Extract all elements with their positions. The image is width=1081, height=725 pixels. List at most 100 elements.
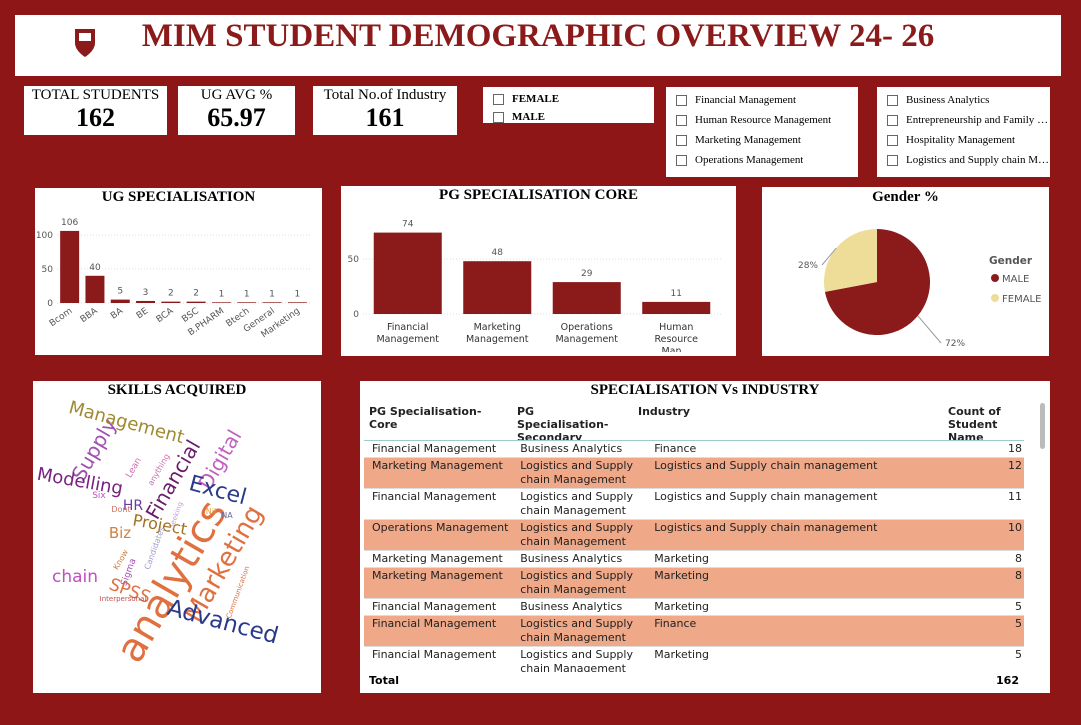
checkbox [887, 114, 898, 126]
checkbox [676, 114, 687, 126]
x-tick-label-box: Human Resource Man… [654, 322, 699, 352]
table-row: Marketing Management Logistics and Supply… [364, 567, 1024, 599]
kpi-label: Total No.of Industry [323, 87, 447, 103]
scrollbar[interactable] [1040, 403, 1045, 449]
table-cell: Business Analytics [520, 600, 623, 613]
skill-word: Nil [206, 507, 216, 516]
table-cell: 5 [1015, 600, 1022, 613]
slicer-label: MALE [512, 111, 545, 123]
y-tick-label: 0 [47, 299, 53, 309]
slicer-label: Operations Management [695, 154, 804, 166]
legend-title: Gender [989, 255, 1033, 267]
checkbox [676, 154, 687, 166]
slicer-label: Marketing Management [695, 134, 801, 146]
table-cell: 5 [1015, 617, 1022, 630]
bar [463, 261, 532, 314]
column-header: Count of Student Name [948, 405, 1001, 441]
slicer-item[interactable]: Financial Management [676, 90, 858, 110]
checkbox [493, 93, 504, 105]
data-label: 29 [581, 269, 593, 279]
x-tick-label: Marketing Management [465, 322, 529, 345]
slicer-item[interactable]: Hospitality Management [887, 130, 1050, 150]
data-label: 40 [89, 263, 101, 273]
checkbox [676, 134, 687, 146]
ug-chart: UG SPECIALISATION 0 50 100 106 Bcom 40 BBA 5 BA 3… [35, 188, 322, 355]
table-row: Marketing Management Business Analytics Ma… [364, 550, 1024, 568]
slicer-item[interactable]: Business Analytics [887, 90, 1050, 110]
bar [110, 299, 130, 303]
kpi-value: 161 [365, 103, 405, 132]
table-row: Financial Management Logistics and Supply… [364, 615, 1024, 647]
bar [211, 302, 231, 303]
x-tick-label: Bcom [48, 306, 75, 329]
chart-title: UG SPECIALISATION [101, 189, 256, 205]
legend-swatch [991, 274, 999, 282]
skill-word: Advanced [165, 595, 281, 650]
table-cell: Logistics and Supply chain management [654, 459, 878, 472]
table-cell: 5 [1015, 648, 1022, 661]
table-cell: Marketing [654, 648, 710, 661]
table-cell: Financial Management [372, 617, 497, 630]
x-tick-label: BCA [155, 306, 177, 325]
total-value: 162 [996, 674, 1019, 687]
table-cell: Marketing Management [372, 552, 503, 565]
data-label: 1 [219, 289, 225, 299]
table-cell: Marketing [654, 600, 710, 613]
slicer-label: Human Resource Management [695, 114, 832, 126]
table-cell: Logistics and Supply chain Management [520, 521, 633, 548]
leader-line [821, 247, 837, 266]
table-cell: Marketing Management [372, 459, 503, 472]
slicer-item[interactable]: Entrepreneurship and Family Bus… [887, 110, 1050, 130]
skill-word: NA [221, 511, 233, 520]
kpi-card: TOTAL STUDENTS 162 [24, 86, 167, 135]
slicer-label: Financial Management [695, 94, 797, 106]
table-cell: 18 [1008, 442, 1022, 455]
table-cell: Business Analytics [520, 552, 623, 565]
pie-slice [824, 229, 930, 335]
data-label: 1 [269, 289, 275, 299]
skill-word: Biz [109, 524, 131, 542]
table-row: Operations Management Logistics and Suppl… [364, 519, 1024, 551]
chart: 72% 28% Gender MALE FEMALE [798, 229, 1041, 349]
checkbox [887, 134, 898, 146]
chart-title: PG SPECIALISATION CORE [439, 187, 638, 203]
table-row: Financial Management Business Analytics Fi… [364, 441, 1024, 458]
table-cell: Logistics and Supply chain Management [520, 459, 633, 486]
slicer-item[interactable]: FEMALE [493, 90, 654, 108]
skill-word: Lean [125, 456, 144, 480]
y-tick-label: 50 [348, 255, 360, 265]
checkbox [887, 94, 898, 106]
gender-chart: Gender % 72% 28% Gender MALE FEMALE [762, 187, 1049, 356]
slicer-label: Logistics and Supply chain Mana… [906, 154, 1050, 166]
checkbox [887, 154, 898, 166]
slicer-label: Hospitality Management [906, 134, 1016, 146]
legend-label: FEMALE [1002, 294, 1041, 305]
x-tick-label: Human Resource Man… [654, 322, 699, 352]
table-cell: Marketing [654, 569, 710, 582]
y-tick-label: 100 [36, 231, 53, 241]
slicer-item[interactable]: Logistics and Supply chain Mana… [887, 150, 1050, 170]
table-cell: Financial Management [372, 490, 497, 503]
table-cell: Logistics and Supply chain Management [520, 648, 633, 672]
slicer-item[interactable]: Operations Management [676, 150, 858, 170]
slicer-item[interactable]: Marketing Management [676, 130, 858, 150]
table-body: Financial Management Business Analytics Fi… [364, 440, 1024, 672]
x-tick-label: BA [109, 306, 126, 322]
kpi-value: 162 [76, 103, 115, 132]
slicer-label: Entrepreneurship and Family Bus… [906, 114, 1050, 126]
bar [287, 302, 307, 303]
slicer-item[interactable]: MALE [493, 108, 654, 123]
kpi-value: 65.97 [207, 103, 266, 132]
data-label: 2 [193, 289, 199, 299]
skill-word: HR [123, 498, 144, 514]
slicer-item[interactable]: Human Resource Management [676, 110, 858, 130]
x-tick-label-box: Marketing Management [465, 322, 529, 345]
table-cell: Finance [654, 617, 697, 630]
data-label: 72% [945, 339, 965, 349]
table-cell: 11 [1008, 490, 1022, 503]
chart: 050100106Bcom40BBA5BA3BE2BCA2BSC1B.PHARM… [36, 218, 310, 340]
table-cell: Marketing Management [372, 569, 503, 582]
table-cell: 8 [1015, 569, 1022, 582]
column-header: PG Specialisation-Secondary [517, 405, 609, 444]
total-label: Total [369, 674, 400, 687]
